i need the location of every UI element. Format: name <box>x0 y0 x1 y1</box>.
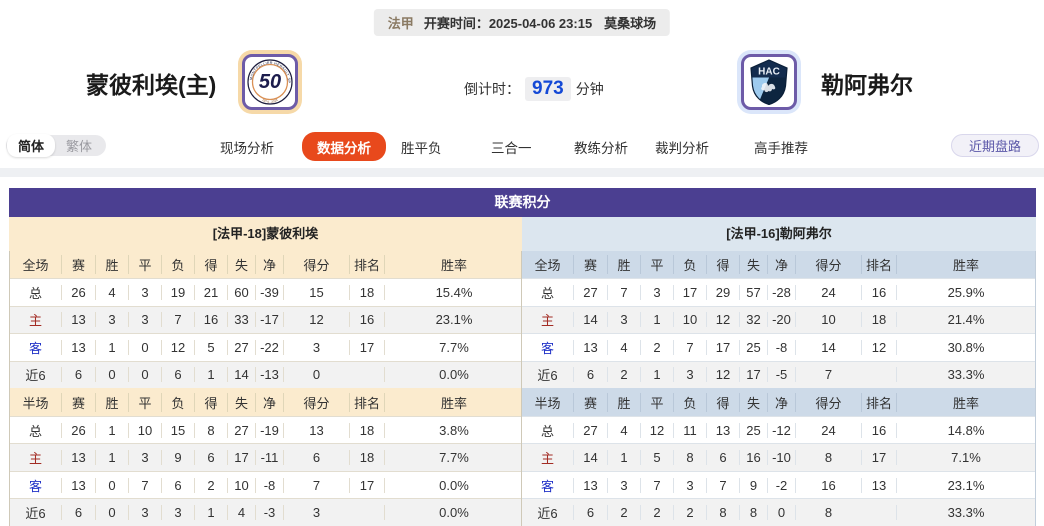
svg-text:HAC: HAC <box>758 67 780 78</box>
svg-text:50: 50 <box>259 71 281 93</box>
